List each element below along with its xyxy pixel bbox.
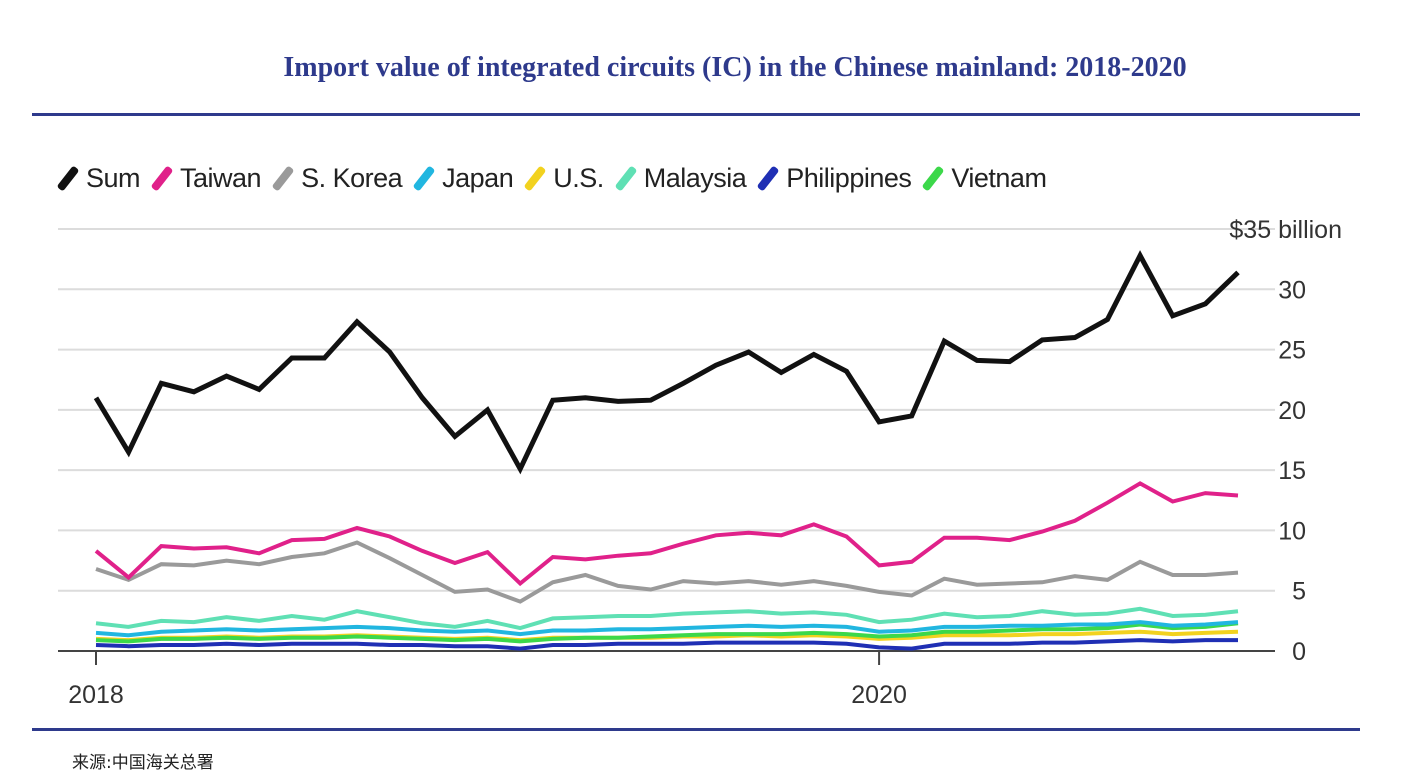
- y-top-label: $35 billion: [1229, 216, 1342, 244]
- legend-label-japan: Japan: [442, 162, 514, 193]
- legend-label-malaysia: Malaysia: [643, 162, 747, 193]
- series-line-vietnam: [95, 621, 1239, 644]
- legend-item-sum: Sum: [56, 162, 141, 194]
- series-line-japan: [95, 620, 1239, 638]
- y-tick-label-10: 10: [1278, 517, 1306, 545]
- legend-label-vietnam: Vietnam: [951, 162, 1047, 193]
- series-line-s-korea: [95, 540, 1239, 604]
- legend-label-u-s: U.S.: [553, 162, 604, 193]
- legend-item-taiwan: Taiwan: [150, 162, 262, 194]
- y-tick-label-20: 20: [1278, 397, 1306, 425]
- series-line-malaysia: [95, 606, 1239, 631]
- legend-label-taiwan: Taiwan: [180, 162, 262, 193]
- top-divider: [32, 113, 1360, 116]
- legend-item-japan: Japan: [412, 162, 514, 194]
- y-tick-label-5: 5: [1292, 578, 1306, 606]
- chart-title: Import value of integrated circuits (IC)…: [283, 52, 1187, 83]
- source-note: 来源:中国海关总署: [72, 753, 214, 773]
- bottom-divider: [32, 728, 1360, 731]
- y-tick-label-30: 30: [1278, 276, 1306, 304]
- x-tick-label-2020: 2020: [851, 681, 907, 709]
- legend-label-s-korea: S. Korea: [301, 162, 403, 193]
- series-line-sum: [93, 250, 1240, 475]
- gridlines: [58, 228, 1275, 592]
- x-tick-label-2018: 2018: [68, 681, 124, 709]
- y-tick-label-15: 15: [1278, 457, 1306, 485]
- series-line-philippines: [95, 638, 1238, 651]
- legend-item-u-s: U.S.: [523, 162, 604, 194]
- series-lines: [93, 250, 1240, 651]
- y-tick-label-0: 0: [1292, 638, 1306, 666]
- legend-item-vietnam: Vietnam: [921, 162, 1047, 194]
- y-tick-labels: 0 5 10 15 20 25 30 $35 billion: [1229, 216, 1342, 666]
- legend-item-malaysia: Malaysia: [614, 162, 747, 194]
- legend-label-sum: Sum: [86, 162, 141, 193]
- legend: Sum Taiwan S. Korea Japan U.S. Malaysia Philip…: [56, 160, 1060, 196]
- x-ticks: 2018 2020: [68, 651, 907, 709]
- legend-item-philippines: Philippines: [756, 162, 912, 194]
- legend-item-s-korea: S. Korea: [271, 162, 403, 194]
- series-line-taiwan: [94, 481, 1239, 587]
- legend-label-philippines: Philippines: [786, 162, 912, 193]
- y-tick-label-25: 25: [1278, 337, 1306, 365]
